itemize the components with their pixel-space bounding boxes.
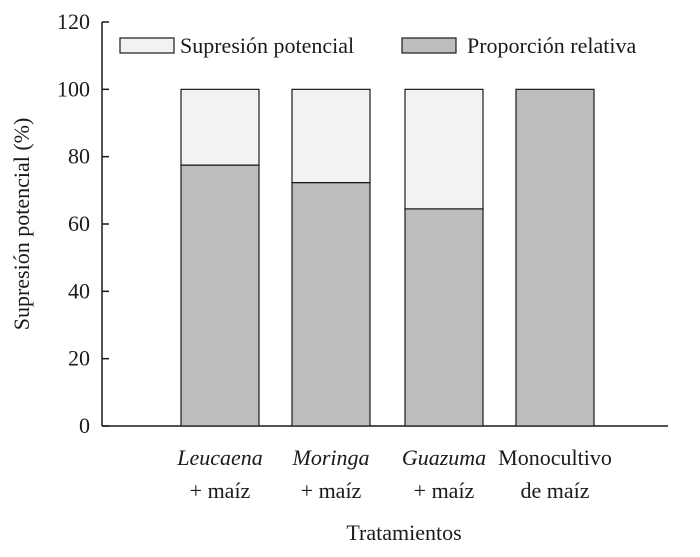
x-tick-label-line2: + maíz (190, 478, 251, 503)
y-tick-label: 80 (68, 144, 90, 169)
bar-proporci-n-relativa (291, 181, 371, 427)
x-tick-label: Moringa (292, 445, 370, 470)
y-tick-label: 40 (68, 278, 90, 303)
axis-labels: Leucaena + maíz Moringa + maíz Guazuma + maíz… (9, 118, 612, 545)
legend: Supresión potencial Proporción relativa (119, 33, 636, 58)
bar-supresi-n-potencial (180, 88, 260, 166)
legend-label: Proporción relativa (467, 33, 636, 58)
x-tick-label: Guazuma (402, 445, 486, 470)
legend-swatch (401, 37, 457, 54)
bar-proporci-n-relativa (180, 164, 260, 427)
y-tick-label: 120 (57, 9, 90, 34)
bar-proporci-n-relativa (404, 208, 484, 427)
y-tick-label: 0 (79, 413, 90, 438)
legend-swatch (119, 37, 175, 54)
legend-label: Supresión potencial (180, 33, 354, 58)
bar-proporci-n-relativa (515, 88, 595, 427)
bar-supresi-n-potencial (291, 88, 371, 184)
y-tick-label: 20 (68, 346, 90, 371)
x-tick-label: Monocultivo (498, 445, 612, 470)
x-tick-label: Leucaena (176, 445, 263, 470)
y-axis-title: Supresión potencial (%) (9, 118, 34, 331)
bar-supresi-n-potencial (404, 88, 484, 210)
x-tick-label-line2: + maíz (301, 478, 362, 503)
x-tick-label-line2: + maíz (414, 478, 475, 503)
axes: 0 20 40 60 80 100 120 (57, 9, 668, 438)
y-tick-label: 100 (57, 76, 90, 101)
x-tick-label-line2: de maíz (520, 478, 589, 503)
x-axis-title: Tratamientos (346, 520, 461, 545)
bars (180, 88, 595, 427)
y-tick-label: 60 (68, 211, 90, 236)
